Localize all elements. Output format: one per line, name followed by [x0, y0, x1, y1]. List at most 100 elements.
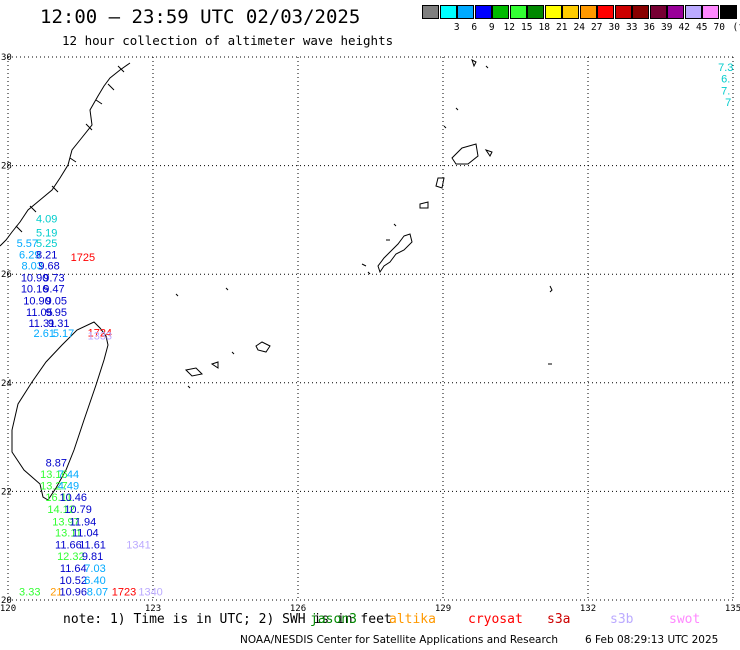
scale-swatch	[632, 5, 649, 19]
wave-height-value: 4.49	[58, 480, 79, 492]
wave-height-value: 7.3	[718, 62, 733, 74]
wave-height-value: 10.46	[59, 492, 87, 504]
wave-height-value: 9.81	[82, 551, 103, 563]
scale-swatch	[579, 5, 597, 19]
wave-height-value: 1724	[88, 327, 112, 339]
scale-swatch	[439, 5, 457, 19]
wave-height-value: 6.	[721, 74, 730, 86]
note-text: note: 1) Time is in UTC; 2) SWH is in fe…	[63, 612, 392, 627]
axis-labels: 120 123 126 129 132 135 20 22 24 26 28 30	[0, 53, 740, 614]
scale-swatch	[702, 5, 719, 19]
wave-height-value: 10.96	[59, 586, 87, 598]
scale-label: 70	[713, 22, 725, 33]
wave-height-value: 8.87	[46, 458, 67, 470]
scale-swatch	[544, 5, 562, 19]
wave-height-value: 11.31	[28, 318, 55, 330]
wave-height-value: 10.90	[21, 272, 49, 284]
scale-label: 36	[643, 22, 655, 33]
latitude-tick-label: 28	[1, 162, 12, 172]
scale-swatch	[562, 5, 579, 19]
wave-height-value: 6.29	[19, 250, 40, 262]
credit-text: NOAA/NESDIS Center for Satellite Applica…	[240, 634, 558, 646]
wave-height-value: 1333	[88, 331, 112, 343]
map-title: 12:00 — 23:59 UTC 02/03/2025	[40, 6, 361, 28]
wave-height-value: 5.25	[36, 238, 57, 250]
wave-height-value: 11.64	[60, 563, 87, 575]
scale-swatch	[667, 5, 684, 19]
satellite-legend-item: jason3	[310, 612, 357, 627]
china-coastline-inlets	[15, 65, 125, 233]
wave-height-value: 12.32	[57, 551, 85, 563]
scale-unit: (ft)	[732, 22, 740, 33]
scale-label: 24	[573, 22, 585, 33]
scale-label: 30	[608, 22, 620, 33]
longitude-tick-label: 132	[580, 604, 596, 614]
scale-swatch	[422, 5, 439, 19]
taiwan-coastline	[11, 321, 109, 501]
wave-height-value: 13.11	[55, 528, 82, 540]
wave-height-value: 7.	[721, 86, 730, 98]
wave-height-value: 21	[50, 586, 62, 598]
scale-swatch	[527, 5, 544, 19]
longitude-tick-label: 123	[145, 604, 161, 614]
scale-swatch	[457, 5, 474, 19]
latitude-tick-label: 20	[1, 596, 12, 606]
scale-label: 27	[591, 22, 603, 33]
wave-height-value: 11.05	[26, 307, 53, 319]
sakishima-coastline	[175, 285, 553, 389]
scale-label: 3	[453, 22, 460, 33]
satellite-legend-item: s3b	[610, 612, 634, 627]
coastlines	[0, 59, 553, 501]
wave-height-value: 1725	[71, 252, 95, 264]
wave-height-value: 13.27	[40, 480, 68, 492]
grid-lines	[7, 56, 734, 601]
wave-height-value: 11.66	[55, 540, 82, 552]
scale-swatch	[492, 5, 509, 19]
wave-height-value: 10.90	[23, 295, 51, 307]
wave-height-value: 14.12	[47, 504, 75, 516]
scale-swatch	[719, 5, 737, 19]
wave-height-value: 1340	[138, 586, 162, 598]
wave-height-value: 10.79	[64, 504, 92, 516]
scale-swatch	[597, 5, 614, 19]
wave-height-value: 11.94	[70, 516, 97, 528]
okinawa-coastline	[377, 233, 413, 274]
scale-label: 42	[678, 22, 690, 33]
wave-height-value: 3.33	[19, 586, 40, 598]
wave-height-value: 9.73	[43, 272, 64, 284]
scale-label: 45	[696, 22, 708, 33]
longitude-tick-label: 120	[0, 604, 16, 614]
latitude-tick-label: 22	[1, 487, 12, 497]
wave-height-value: 7	[725, 97, 731, 109]
wave-height-value: 7.03	[84, 563, 105, 575]
wave-height-value: 9.68	[38, 261, 59, 273]
map-subtitle: 12 hour collection of altimeter wave hei…	[62, 33, 394, 48]
wave-height-value: 6.40	[84, 575, 105, 587]
wave-height-value: 10.52	[59, 575, 87, 587]
satellite-legend-item: altika	[389, 612, 436, 627]
wave-height-value: 13.16	[40, 469, 68, 481]
latitude-tick-label: 24	[1, 379, 12, 389]
wave-height-value: 9.47	[43, 283, 64, 295]
china-coastline	[0, 62, 131, 247]
satellite-legend-item: cryosat	[468, 612, 523, 627]
satellite-legend-item: s3a	[547, 612, 571, 627]
wave-height-value: 10.16	[21, 283, 49, 295]
wave-height-value: 9.31	[48, 318, 69, 330]
scale-label: 9	[488, 22, 495, 33]
scale-label: 33	[626, 22, 638, 33]
satellite-legend-item: swot	[669, 612, 701, 627]
wave-height-value: 8.03	[21, 261, 42, 273]
longitude-tick-label: 126	[290, 604, 306, 614]
wave-height-value: 7.44	[58, 469, 79, 481]
scale-swatch	[649, 5, 667, 19]
credit-time: 6 Feb 08:29:13 UTC 2025	[585, 634, 719, 646]
longitude-tick-label: 135	[725, 604, 740, 614]
scale-swatch	[614, 5, 632, 19]
wave-height-value: 1341	[126, 540, 150, 552]
wave-height-value: 1723	[112, 586, 136, 598]
scale-label: 12	[503, 22, 515, 33]
scale-swatch	[474, 5, 492, 19]
longitude-tick-label: 129	[435, 604, 451, 614]
